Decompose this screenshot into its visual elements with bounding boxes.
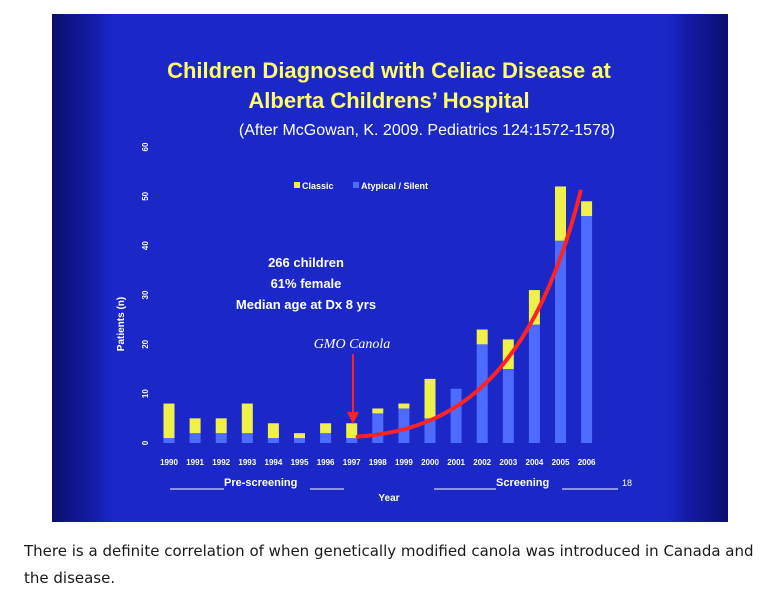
- bar-classic-2002: [476, 329, 488, 345]
- bar-classic-1994: [267, 423, 279, 439]
- bar-atypical-1990: [163, 438, 175, 443]
- bar-atypical-1993: [241, 433, 253, 443]
- bar-classic-2005: [555, 186, 566, 241]
- bar-atypical-2000: [424, 418, 436, 443]
- bar-classic-1997: [346, 423, 358, 439]
- bar-atypical-2004: [528, 324, 540, 443]
- x-tick-label: 1990: [160, 458, 178, 467]
- bar-atypical-2006: [581, 216, 593, 443]
- legend-label-atypical: Atypical / Silent: [361, 181, 428, 191]
- y-tick-label: 60: [141, 142, 150, 151]
- x-tick-label: 1991: [186, 458, 204, 467]
- bar-classic-1990: [163, 403, 175, 439]
- trend-curve: [355, 189, 583, 439]
- bar-atypical-1996: [320, 433, 332, 443]
- x-axis-ticks: 1990 1991 1992 1993 1994 1995 1996 1997 1998 1999…: [160, 458, 596, 467]
- x-tick-label: 1996: [317, 458, 335, 467]
- gmo-canola-label: GMO Canola: [314, 337, 391, 352]
- caption-text: There is a definite correlation of when …: [24, 542, 754, 587]
- x-tick-label: 2005: [552, 458, 570, 467]
- x-axis-label: Year: [378, 493, 399, 504]
- bar-atypical-1999: [398, 408, 410, 443]
- bar-atypical-1992: [215, 433, 227, 443]
- y-axis-ticks: 0 10 20 30 40 50 60: [141, 142, 150, 445]
- bar-atypical-1997: [346, 438, 358, 443]
- bar-atypical-2002: [476, 344, 488, 443]
- annotation-line-2: 61% female: [271, 276, 342, 291]
- chart-subtitle: (After McGowan, K. 2009. Pediatrics 124:…: [239, 122, 615, 139]
- y-axis-label: Patients (n): [116, 297, 127, 351]
- bar-atypical-2001: [450, 388, 462, 443]
- x-tick-label: 1993: [238, 458, 256, 467]
- y-tick-label: 20: [141, 339, 150, 348]
- bar-atypical-1998: [372, 413, 384, 443]
- bar-classic-1992: [215, 418, 227, 434]
- annotation-line-1: 266 children: [268, 255, 344, 270]
- chart-slide: Children Diagnosed with Celiac Disease a…: [52, 14, 728, 522]
- bars-group: [163, 186, 593, 443]
- chart-title-line2: Alberta Childrens’ Hospital: [248, 88, 529, 113]
- x-tick-label: 1992: [212, 458, 230, 467]
- x-tick-label: 1999: [395, 458, 413, 467]
- x-tick-label: 2001: [447, 458, 465, 467]
- y-tick-label: 30: [141, 290, 150, 299]
- bar-classic-2000: [424, 378, 436, 419]
- legend: Classic Atypical / Silent: [294, 181, 428, 191]
- legend-label-classic: Classic: [302, 181, 334, 191]
- chart-svg: Children Diagnosed with Celiac Disease a…: [116, 58, 632, 504]
- y-tick-label: 0: [141, 440, 150, 445]
- bar-atypical-2005: [555, 240, 566, 443]
- gmo-arrow-head: [347, 412, 359, 424]
- bar-classic-2003: [502, 339, 514, 369]
- legend-swatch-atypical: [353, 182, 359, 188]
- y-tick-label: 50: [141, 191, 150, 200]
- bar-atypical-1995: [294, 438, 305, 443]
- bar-classic-1996: [320, 423, 332, 434]
- phase-label-prescreening: Pre-screening: [224, 477, 297, 489]
- chart-title-line1: Children Diagnosed with Celiac Disease a…: [167, 58, 611, 83]
- y-tick-label: 10: [141, 389, 150, 398]
- bar-classic-1998: [372, 408, 384, 414]
- bar-classic-2004: [528, 290, 540, 325]
- x-tick-label: 2003: [499, 458, 517, 467]
- y-tick-label: 40: [141, 241, 150, 250]
- x-tick-label: 1994: [265, 458, 283, 467]
- x-tick-label: 2004: [526, 458, 544, 467]
- bar-classic-1995: [294, 433, 305, 439]
- bar-classic-1993: [241, 403, 253, 434]
- bar-atypical-1994: [267, 438, 279, 443]
- bar-atypical-2003: [502, 369, 514, 443]
- slide-page-number: 18: [622, 478, 632, 488]
- bar-atypical-1991: [189, 433, 201, 443]
- legend-swatch-classic: [294, 182, 300, 188]
- x-tick-label: 1995: [291, 458, 309, 467]
- x-tick-label: 2000: [421, 458, 439, 467]
- bar-classic-2006: [581, 201, 593, 217]
- bar-classic-1999: [398, 403, 410, 409]
- phase-label-screening: Screening: [496, 477, 549, 489]
- bar-classic-1991: [189, 418, 201, 434]
- x-tick-label: 2002: [473, 458, 491, 467]
- x-tick-label: 2006: [578, 458, 596, 467]
- x-tick-label: 1998: [369, 458, 387, 467]
- annotation-line-3: Median age at Dx 8 yrs: [236, 297, 376, 312]
- x-tick-label: 1997: [343, 458, 361, 467]
